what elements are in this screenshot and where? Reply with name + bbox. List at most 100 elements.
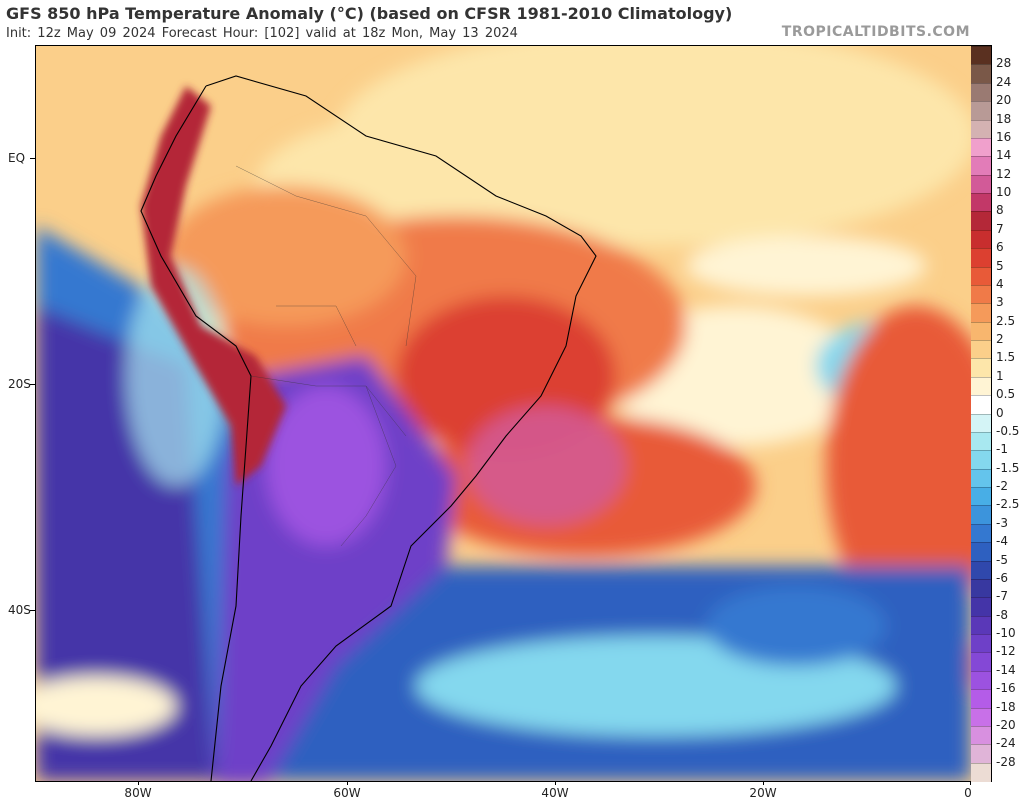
colorbar-swatch bbox=[971, 358, 991, 378]
colorbar-label: -24 bbox=[996, 736, 1016, 751]
colorbar-swatch bbox=[971, 82, 991, 102]
colorbar-label: 5 bbox=[996, 258, 1004, 273]
colorbar-swatch bbox=[971, 578, 991, 598]
lon-label-20w: 20W bbox=[749, 786, 777, 800]
colorbar-swatch bbox=[971, 762, 991, 782]
lon-label-40w: 40W bbox=[541, 786, 569, 800]
colorbar-label: -4 bbox=[996, 534, 1008, 549]
colorbar-label: 18 bbox=[996, 111, 1012, 126]
colorbar-swatch bbox=[971, 266, 991, 286]
colorbar-swatch bbox=[971, 634, 991, 653]
coastal-cool-strip bbox=[126, 266, 226, 486]
lon-label-80w: 80W bbox=[124, 786, 152, 800]
colorbar-swatch bbox=[971, 560, 991, 580]
colorbar-swatch bbox=[971, 211, 991, 231]
colorbar-label: -7 bbox=[996, 589, 1008, 604]
colorbar-label: -18 bbox=[996, 699, 1016, 714]
colorbar-swatch bbox=[971, 670, 991, 690]
anomaly-field bbox=[36, 46, 971, 781]
lat-tick bbox=[30, 158, 35, 159]
colorbar-swatch bbox=[971, 431, 991, 451]
neutral-band-east bbox=[686, 236, 926, 296]
colorbar-label: 24 bbox=[996, 74, 1012, 89]
colorbar-swatch bbox=[971, 193, 991, 212]
hot-core-southeast-brazil bbox=[466, 406, 626, 526]
map-subtitle: Init: 12z May 09 2024 Forecast Hour: [10… bbox=[6, 26, 518, 41]
country-borders bbox=[235, 165, 417, 547]
lon-label-60w: 60W bbox=[333, 786, 361, 800]
colorbar-swatch bbox=[971, 376, 991, 396]
colorbar-swatch bbox=[971, 303, 991, 323]
colorbar-label: 12 bbox=[996, 166, 1012, 181]
colorbar-label: 0.5 bbox=[996, 387, 1016, 402]
colorbar-swatch bbox=[971, 744, 991, 764]
lon-tick bbox=[347, 781, 348, 785]
colorbar-label: -0.5 bbox=[996, 423, 1020, 438]
colorbar-label: 2.5 bbox=[996, 313, 1016, 328]
colorbar-swatch bbox=[971, 395, 991, 414]
colorbar-swatch bbox=[971, 156, 991, 176]
colorbar-swatch bbox=[971, 340, 991, 359]
lat-label-40s: 40S bbox=[8, 603, 31, 617]
colorbar-swatch bbox=[971, 229, 991, 249]
colorbar-label: 10 bbox=[996, 185, 1012, 199]
colorbar-label: -1.5 bbox=[996, 460, 1020, 475]
colorbar-swatch bbox=[971, 725, 991, 745]
colorbar-label: 28 bbox=[996, 56, 1012, 71]
colorbar-swatch bbox=[971, 487, 991, 506]
anomaly-map bbox=[35, 45, 972, 782]
lon-tick bbox=[138, 781, 139, 785]
map-title: GFS 850 hPa Temperature Anomaly (°C) (ba… bbox=[6, 4, 733, 23]
colorbar-swatch bbox=[971, 615, 991, 635]
colorbar-label: 20 bbox=[996, 93, 1012, 108]
cold-swirl bbox=[706, 586, 886, 666]
colorbar-label: -2 bbox=[996, 479, 1008, 493]
lon-tick bbox=[555, 781, 556, 785]
warm-west-amazon bbox=[166, 186, 406, 326]
colorbar-label: -14 bbox=[996, 662, 1016, 677]
lon-tick bbox=[970, 781, 971, 785]
colorbar-label: 0 bbox=[996, 405, 1004, 420]
colorbar-swatch bbox=[971, 64, 991, 84]
colorbar-label: -2.5 bbox=[996, 497, 1020, 512]
colorbar-swatch bbox=[971, 46, 991, 65]
very-cold-core-chaco bbox=[266, 386, 386, 546]
colorbar-label: 14 bbox=[996, 148, 1012, 163]
colorbar-label: 16 bbox=[996, 129, 1012, 144]
colorbar-swatch bbox=[971, 413, 991, 433]
colorbar-swatch bbox=[971, 248, 991, 267]
colorbar bbox=[971, 45, 992, 782]
colorbar-swatch bbox=[971, 468, 991, 488]
lat-tick bbox=[30, 610, 35, 611]
lat-label-20s: 20S bbox=[8, 377, 31, 391]
colorbar-swatch bbox=[971, 284, 991, 304]
colorbar-label: -28 bbox=[996, 754, 1016, 769]
colorbar-label: 2 bbox=[996, 332, 1004, 346]
lat-tick bbox=[30, 384, 35, 385]
colorbar-label: -12 bbox=[996, 644, 1016, 659]
colorbar-swatch bbox=[971, 505, 991, 525]
colorbar-label: 4 bbox=[996, 276, 1004, 291]
colorbar-label: -6 bbox=[996, 570, 1008, 585]
colorbar-label: -3 bbox=[996, 515, 1008, 530]
colorbar-label: -8 bbox=[996, 607, 1008, 622]
colorbar-swatch bbox=[971, 119, 991, 139]
colorbar-label: 6 bbox=[996, 240, 1004, 255]
colorbar-swatch bbox=[971, 707, 991, 727]
lon-tick bbox=[763, 781, 764, 785]
colorbar-label: -5 bbox=[996, 552, 1008, 567]
coastlines bbox=[140, 75, 597, 781]
colorbar-label: -1 bbox=[996, 442, 1008, 457]
colorbar-label: 7 bbox=[996, 221, 1004, 236]
colorbar-swatch bbox=[971, 523, 991, 543]
colorbar-swatch bbox=[971, 542, 991, 561]
colorbar-swatch bbox=[971, 689, 991, 708]
colorbar-label: -10 bbox=[996, 626, 1016, 640]
colorbar-swatch bbox=[971, 174, 991, 194]
colorbar-swatch bbox=[971, 450, 991, 470]
colorbar-label: 1.5 bbox=[996, 350, 1016, 365]
colorbar-swatch bbox=[971, 101, 991, 120]
colorbar-label: 8 bbox=[996, 203, 1004, 218]
brand-watermark: TROPICALTIDBITS.COM bbox=[781, 24, 970, 40]
colorbar-label: -20 bbox=[996, 717, 1016, 732]
